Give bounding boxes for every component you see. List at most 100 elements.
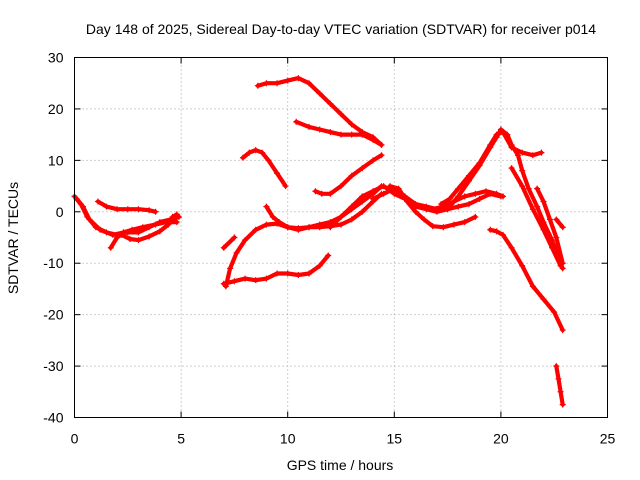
data-point (146, 207, 153, 214)
data-point (508, 244, 515, 251)
data-point (348, 216, 355, 223)
data-point (242, 275, 249, 282)
data-point (549, 244, 556, 251)
series-s19 (487, 226, 566, 334)
data-point (325, 252, 332, 259)
data-point (103, 203, 110, 210)
data-point (306, 270, 313, 277)
data-point (476, 159, 483, 166)
data-point (231, 278, 238, 285)
data-point (152, 208, 159, 215)
data-point (173, 219, 180, 226)
series-s9 (263, 183, 385, 232)
data-point (348, 121, 355, 128)
plot-frame (74, 57, 608, 418)
data-point (109, 231, 116, 238)
data-point (252, 277, 259, 284)
data-point (429, 206, 436, 213)
y-axis-label: SDTVAR / TECUs (5, 182, 21, 294)
data-point (482, 188, 489, 195)
series-line (387, 184, 478, 230)
data-point (412, 201, 419, 208)
data-point (239, 154, 246, 161)
data-point (529, 206, 536, 213)
data-point (446, 195, 453, 202)
data-point (327, 224, 334, 231)
series-s10 (239, 147, 289, 190)
y-tick-label: 30 (48, 50, 64, 66)
data-point (284, 77, 291, 84)
data-point (231, 234, 238, 241)
data-point (553, 363, 560, 370)
series-line (509, 166, 563, 268)
data-point (369, 195, 376, 202)
data-point (348, 203, 355, 210)
data-point (156, 228, 163, 235)
data-point (269, 213, 276, 220)
series-s22 (553, 216, 566, 231)
data-point (327, 190, 334, 197)
y-tick-label: -40 (43, 410, 63, 426)
series-line (313, 153, 384, 196)
data-point (146, 233, 153, 240)
data-point (519, 167, 526, 174)
data-point (500, 193, 507, 200)
data-point (327, 100, 334, 107)
data-point (559, 224, 566, 231)
data-point (450, 221, 457, 228)
data-point (559, 401, 566, 408)
data-point (359, 198, 366, 205)
series-s20 (534, 185, 566, 267)
data-point (169, 213, 176, 220)
data-point (233, 249, 240, 256)
x-axis-label: GPS time / hours (287, 457, 394, 473)
data-point (359, 131, 366, 138)
data-point (327, 129, 334, 136)
data-point (295, 225, 302, 232)
data-point (97, 226, 104, 233)
data-series-group (71, 75, 566, 408)
data-point (338, 111, 344, 118)
data-point (514, 152, 521, 159)
data-point (276, 219, 283, 226)
data-point (508, 165, 515, 172)
data-point (293, 118, 300, 125)
data-point (500, 129, 507, 136)
data-point (295, 75, 302, 82)
data-point (440, 224, 447, 231)
data-point (348, 172, 355, 179)
series-s3 (94, 198, 159, 215)
data-point (359, 208, 366, 215)
data-point (412, 208, 419, 215)
series-s17 (438, 129, 545, 208)
chart-title: Day 148 of 2025, Sidereal Day-to-day VTE… (86, 21, 596, 37)
x-tick-label: 5 (177, 431, 185, 447)
data-point (508, 144, 515, 151)
x-tick-label: 20 (493, 431, 509, 447)
data-point (534, 203, 541, 210)
series-s4 (107, 219, 180, 251)
y-tick-label: 0 (56, 204, 64, 220)
x-tick-label: 10 (280, 431, 296, 447)
data-point (86, 216, 93, 223)
data-point (534, 185, 541, 192)
data-point (274, 270, 281, 277)
series-s13 (312, 152, 385, 197)
x-tick-label: 15 (387, 431, 403, 447)
data-point (306, 123, 313, 130)
data-point (472, 190, 479, 197)
data-point (152, 221, 159, 228)
data-point (455, 185, 462, 192)
data-point (476, 195, 483, 202)
data-point (124, 206, 131, 213)
data-point (318, 190, 325, 197)
data-point (551, 309, 558, 316)
data-point (540, 296, 547, 303)
data-point (114, 234, 121, 241)
series-line (554, 217, 565, 230)
data-point (455, 203, 462, 210)
data-point (472, 213, 479, 220)
series-line (221, 235, 237, 250)
data-point (519, 183, 526, 190)
